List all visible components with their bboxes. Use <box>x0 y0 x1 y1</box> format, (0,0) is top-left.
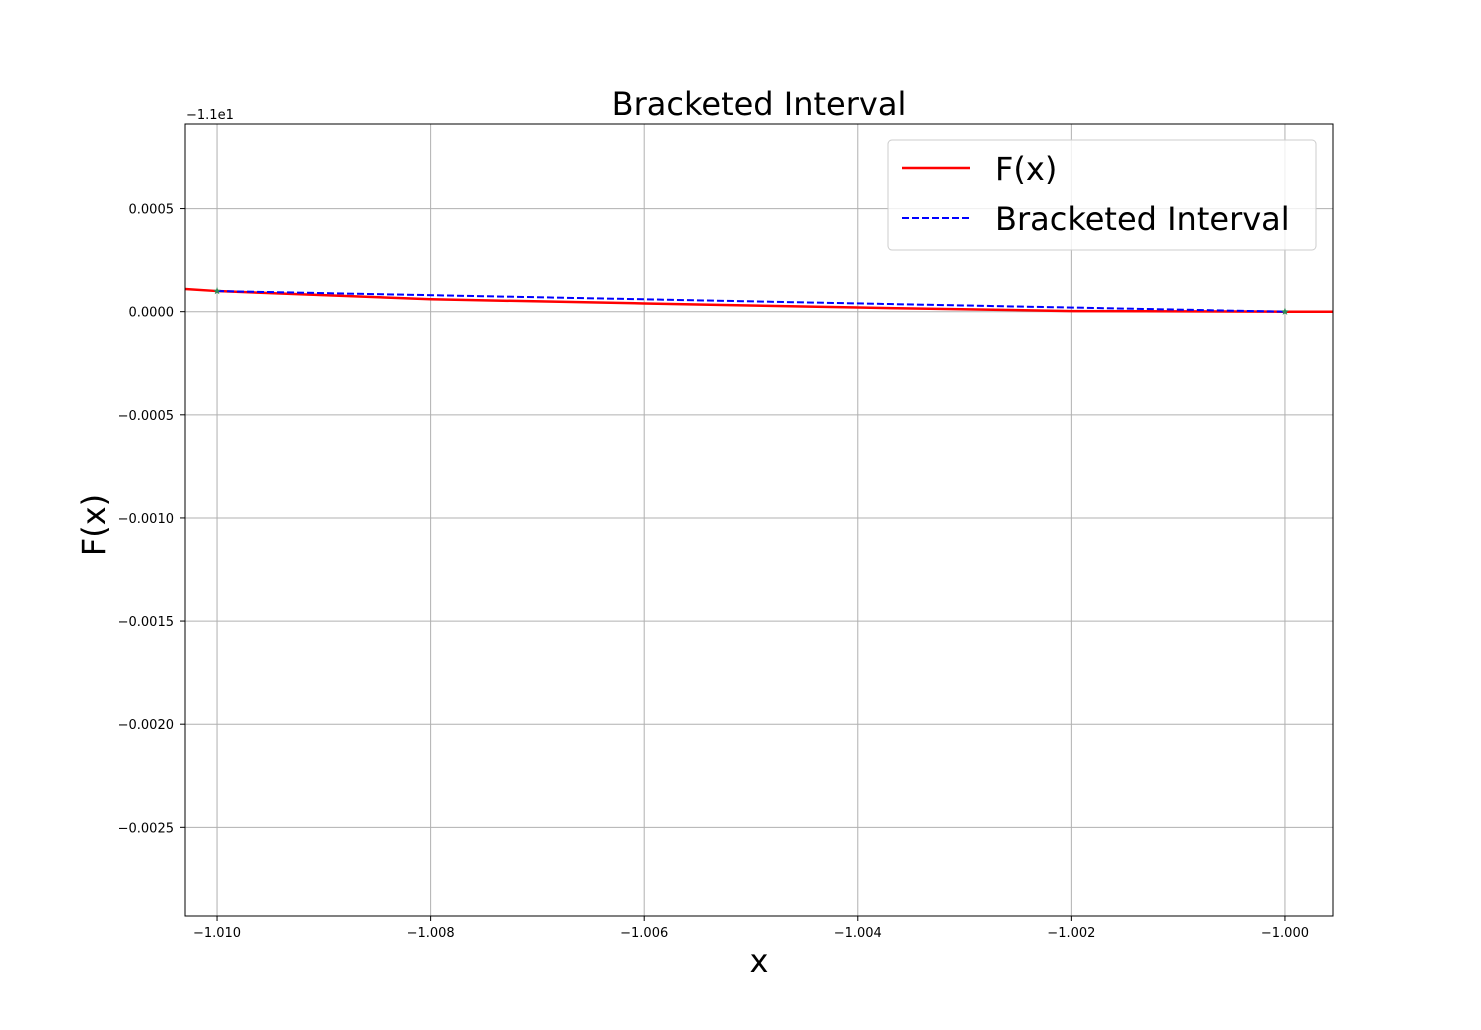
x-tick-label: −1.010 <box>193 926 241 941</box>
y-tick-label: 0.0000 <box>129 306 175 321</box>
bracket-endpoint-marker <box>213 287 221 295</box>
series-layer <box>185 287 1333 313</box>
y-axis-offset-label: −1.1e1 <box>186 108 234 123</box>
y-axis-label: F(x) <box>75 494 113 556</box>
x-tick-label: −1.006 <box>620 926 668 941</box>
x-tick-label: −1.004 <box>834 926 882 941</box>
y-tick-label: −0.0025 <box>118 821 174 836</box>
x-axis-label: x <box>750 942 769 980</box>
grid-layer <box>185 124 1333 916</box>
y-tick-label: −0.0005 <box>118 409 174 424</box>
x-tick-label: −1.000 <box>1261 926 1309 941</box>
y-tick-label: 0.0005 <box>129 203 175 218</box>
x-axis-ticks: −1.010 −1.008 −1.006 −1.004 −1.002 −1.000 <box>193 916 1309 941</box>
legend: F(x) Bracketed Interval <box>887 139 1317 251</box>
plot-area-frame <box>184 123 1334 917</box>
y-tick-label: −0.0020 <box>118 718 174 733</box>
x-tick-label: −1.002 <box>1047 926 1095 941</box>
y-axis-ticks: 0.0005 0.0000 −0.0005 −0.0010 −0.0015 −0.0020… <box>118 203 185 836</box>
marker-layer <box>213 287 1289 315</box>
y-tick-label: −0.0015 <box>118 615 174 630</box>
legend-box <box>887 139 1317 251</box>
bracket-endpoint-marker <box>1281 307 1289 315</box>
legend-label-fx: F(x) <box>995 150 1057 188</box>
series-line-bracketed-interval <box>217 290 1285 313</box>
chart-title: Bracketed Interval <box>612 85 907 123</box>
y-tick-label: −0.0010 <box>118 512 174 527</box>
x-tick-label: −1.008 <box>407 926 455 941</box>
legend-label-bracketed-interval: Bracketed Interval <box>995 200 1290 238</box>
